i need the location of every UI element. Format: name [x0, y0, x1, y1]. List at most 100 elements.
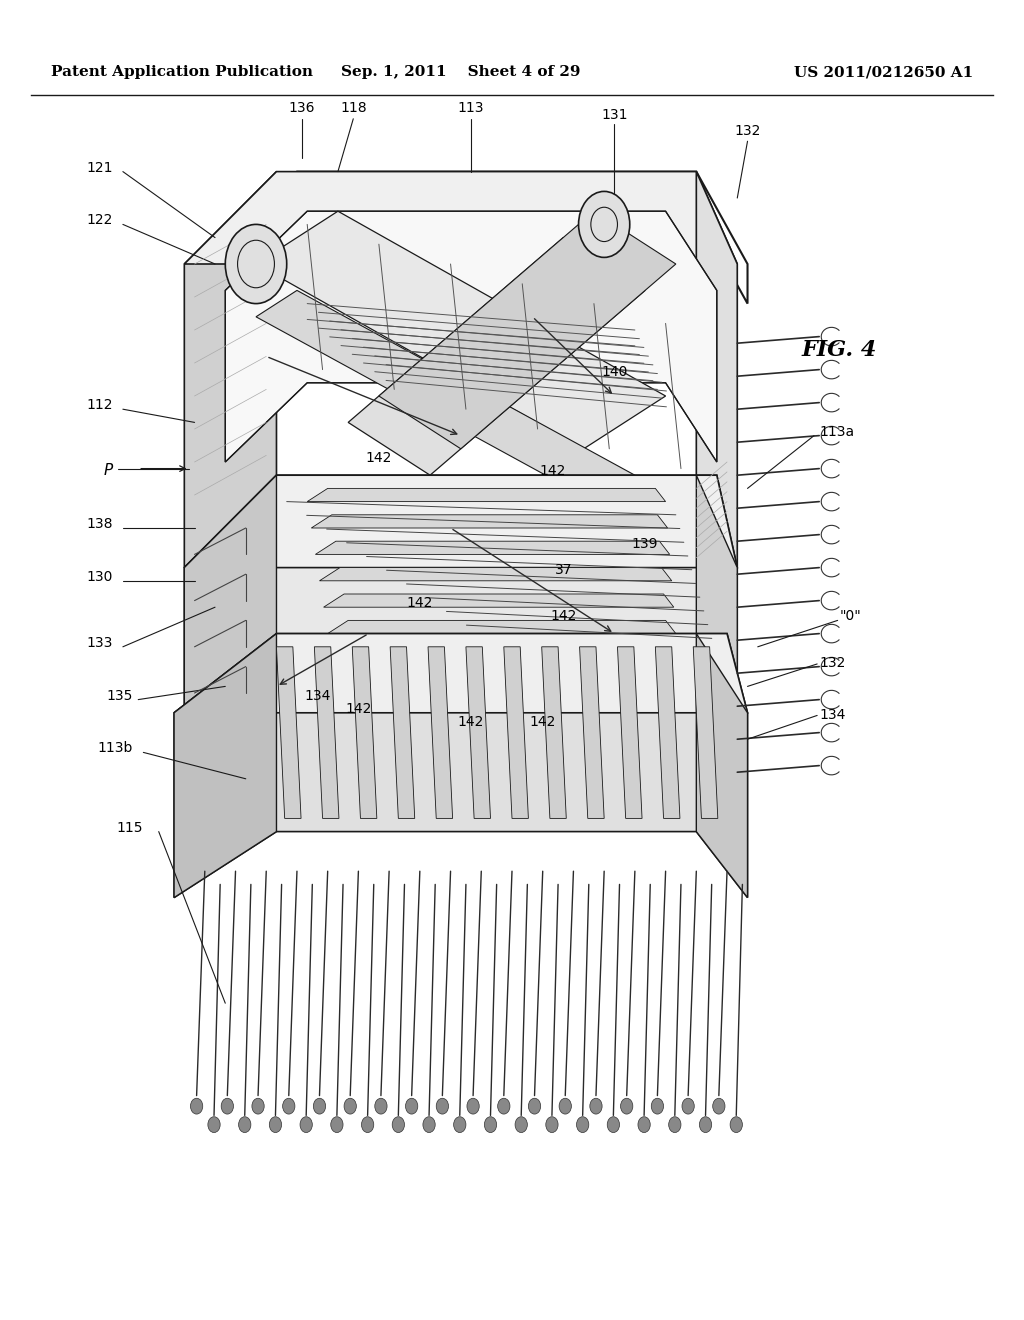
Polygon shape [696, 172, 737, 568]
Circle shape [252, 1098, 264, 1114]
Text: 112: 112 [86, 399, 113, 412]
Circle shape [730, 1117, 742, 1133]
Circle shape [190, 1098, 203, 1114]
Text: US 2011/0212650 A1: US 2011/0212650 A1 [794, 65, 973, 79]
Polygon shape [184, 475, 737, 726]
Circle shape [436, 1098, 449, 1114]
Text: 118: 118 [340, 102, 367, 115]
Polygon shape [580, 647, 604, 818]
Text: 133: 133 [86, 636, 113, 649]
Polygon shape [504, 647, 528, 818]
Text: 131: 131 [601, 108, 628, 121]
Text: 121: 121 [86, 161, 113, 174]
Text: 130: 130 [86, 570, 113, 583]
Circle shape [682, 1098, 694, 1114]
Polygon shape [205, 172, 748, 304]
Polygon shape [184, 172, 276, 568]
Polygon shape [311, 515, 668, 528]
Circle shape [607, 1117, 620, 1133]
Circle shape [559, 1098, 571, 1114]
Circle shape [651, 1098, 664, 1114]
Polygon shape [174, 634, 748, 713]
Polygon shape [174, 634, 748, 898]
Circle shape [269, 1117, 282, 1133]
Polygon shape [696, 475, 737, 726]
Circle shape [621, 1098, 633, 1114]
Polygon shape [307, 488, 666, 502]
Polygon shape [256, 211, 666, 449]
Polygon shape [328, 620, 676, 634]
Text: 134: 134 [304, 689, 331, 702]
Text: 142: 142 [458, 715, 484, 729]
Text: 142: 142 [407, 597, 433, 610]
Circle shape [498, 1098, 510, 1114]
Polygon shape [693, 647, 718, 818]
Circle shape [313, 1098, 326, 1114]
Polygon shape [390, 647, 415, 818]
Circle shape [300, 1117, 312, 1133]
Polygon shape [225, 211, 717, 462]
Text: 142: 142 [540, 465, 566, 478]
Text: 138: 138 [86, 517, 113, 531]
Polygon shape [315, 541, 670, 554]
Text: 142: 142 [529, 715, 556, 729]
Text: 132: 132 [819, 656, 846, 669]
Text: 135: 135 [106, 689, 133, 702]
Circle shape [344, 1098, 356, 1114]
Polygon shape [319, 568, 672, 581]
Polygon shape [348, 238, 645, 475]
Text: 142: 142 [550, 610, 577, 623]
Circle shape [699, 1117, 712, 1133]
Text: 140: 140 [601, 366, 628, 379]
Circle shape [208, 1117, 220, 1133]
Circle shape [467, 1098, 479, 1114]
Text: 142: 142 [366, 451, 392, 465]
Text: 122: 122 [86, 214, 113, 227]
Circle shape [283, 1098, 295, 1114]
Text: 113a: 113a [819, 425, 854, 438]
Circle shape [375, 1098, 387, 1114]
Polygon shape [466, 647, 490, 818]
Circle shape [590, 1098, 602, 1114]
Polygon shape [617, 647, 642, 818]
Circle shape [331, 1117, 343, 1133]
Polygon shape [314, 647, 339, 818]
Polygon shape [184, 172, 737, 264]
Circle shape [406, 1098, 418, 1114]
Circle shape [225, 224, 287, 304]
Polygon shape [184, 568, 195, 726]
Circle shape [221, 1098, 233, 1114]
Text: 113b: 113b [97, 742, 133, 755]
Text: "0": "0" [840, 610, 861, 623]
Polygon shape [184, 475, 737, 568]
Circle shape [579, 191, 630, 257]
Polygon shape [379, 211, 676, 449]
Text: 132: 132 [734, 124, 761, 137]
Text: Patent Application Publication: Patent Application Publication [51, 65, 313, 79]
Polygon shape [542, 647, 566, 818]
Polygon shape [174, 634, 276, 898]
Circle shape [484, 1117, 497, 1133]
Circle shape [392, 1117, 404, 1133]
Circle shape [239, 1117, 251, 1133]
Text: FIG. 4: FIG. 4 [802, 339, 878, 360]
Text: 136: 136 [289, 102, 315, 115]
Polygon shape [428, 647, 453, 818]
Text: 142: 142 [345, 702, 372, 715]
Circle shape [361, 1117, 374, 1133]
Polygon shape [184, 475, 276, 726]
Circle shape [515, 1117, 527, 1133]
Circle shape [638, 1117, 650, 1133]
Text: 139: 139 [632, 537, 658, 550]
Text: P: P [103, 463, 113, 478]
Text: Sep. 1, 2011    Sheet 4 of 29: Sep. 1, 2011 Sheet 4 of 29 [341, 65, 581, 79]
Text: 37: 37 [554, 564, 572, 577]
Polygon shape [696, 634, 748, 898]
Circle shape [713, 1098, 725, 1114]
Polygon shape [256, 290, 635, 502]
Circle shape [577, 1117, 589, 1133]
Circle shape [423, 1117, 435, 1133]
Text: 134: 134 [819, 709, 846, 722]
Text: 113: 113 [458, 102, 484, 115]
Polygon shape [352, 647, 377, 818]
